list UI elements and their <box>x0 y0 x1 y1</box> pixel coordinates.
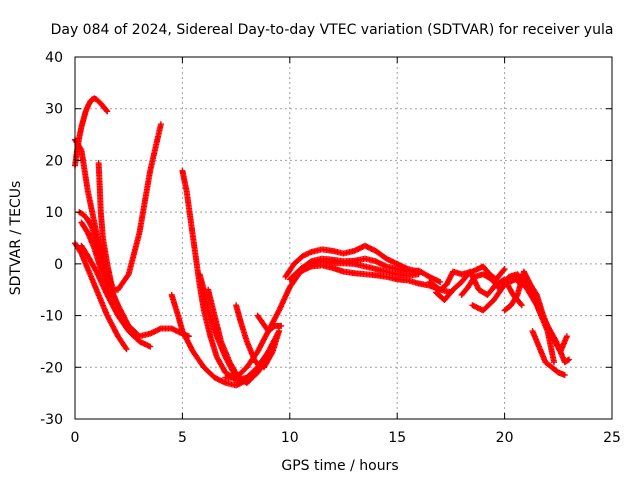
data-point <box>114 300 121 307</box>
data-point <box>104 108 111 115</box>
data-point <box>276 328 283 335</box>
data-point <box>501 266 508 273</box>
y-tick-label: -30 <box>40 412 63 428</box>
y-tick-label: 0 <box>54 257 63 273</box>
data-point <box>551 359 558 366</box>
data-point <box>518 302 525 309</box>
data-point <box>108 281 115 288</box>
y-axis-label: SDTVAR / TECUs <box>8 181 24 296</box>
data-point <box>561 372 568 379</box>
data-point <box>124 272 131 279</box>
data-point <box>563 333 570 340</box>
y-tick-label: 10 <box>45 205 63 221</box>
series-arc-17 <box>297 262 454 296</box>
data-point <box>437 278 444 285</box>
data-point <box>517 301 524 308</box>
y-tick-label: 40 <box>45 50 63 66</box>
data-point <box>278 322 285 329</box>
data-point <box>123 346 130 353</box>
data-point <box>566 356 573 363</box>
x-tick-label: 5 <box>178 430 187 446</box>
x-tick-label: 15 <box>388 430 406 446</box>
data-point <box>513 293 520 300</box>
data-point <box>88 223 95 230</box>
y-tick-label: -10 <box>40 309 63 325</box>
plot-frame <box>74 56 613 420</box>
data-point <box>77 145 84 152</box>
series-arc-4 <box>72 240 130 353</box>
x-tick-label: 25 <box>603 430 621 446</box>
series-arc-24 <box>529 328 568 379</box>
data-point <box>122 344 129 351</box>
x-tick-label: 20 <box>496 430 514 446</box>
series-arc-5 <box>78 242 154 350</box>
x-axis-label: GPS time / hours <box>281 458 398 474</box>
series-arc-23 <box>523 276 573 366</box>
data-point <box>500 267 507 274</box>
series-arc-6 <box>78 219 121 309</box>
data-series <box>72 95 573 389</box>
axis-ticks: 0 5 10 15 20 25 -30 -20 -10 0 10 20 30 40 <box>40 50 621 446</box>
y-tick-label: 20 <box>45 153 63 169</box>
data-point <box>103 107 110 114</box>
data-point <box>157 121 164 128</box>
series-arc-7 <box>95 160 115 288</box>
data-point <box>114 302 121 309</box>
data-point <box>147 343 154 350</box>
series-arc-11 <box>205 286 272 386</box>
y-tick-label: 30 <box>45 102 63 118</box>
data-point <box>528 285 535 292</box>
y-tick-label: -20 <box>40 360 63 376</box>
x-tick-label: 0 <box>71 430 80 446</box>
data-point <box>268 350 275 357</box>
x-tick-label: 10 <box>281 430 299 446</box>
gridlines <box>75 57 612 419</box>
chart-title: Day 084 of 2024, Sidereal Day-to-day VTE… <box>51 22 614 38</box>
